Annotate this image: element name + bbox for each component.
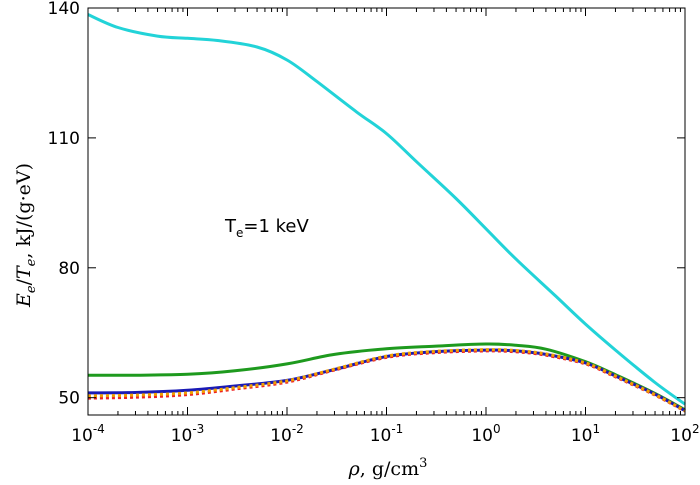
x-tick-label-base: 10 (270, 426, 292, 446)
x-axis-title-sup: 3 (419, 456, 427, 471)
x-tick-label: 10-1 (370, 422, 404, 446)
series-line-3 (87, 348, 686, 413)
y-axis-title-slash: / (13, 278, 35, 285)
series-line-2 (87, 342, 686, 412)
annotation-rest: =1 keV (243, 216, 309, 237)
plot-frame (87, 7, 686, 416)
x-tick-label-base: 10 (71, 426, 93, 446)
x-tick-label: 100 (471, 422, 500, 446)
annotation-base: T (224, 216, 237, 237)
y-tick-label: 110 (48, 129, 80, 149)
x-tick-label-base: 10 (370, 426, 392, 446)
y-axis-title-a-sub: e (24, 285, 39, 293)
y-axis-title-b: T (13, 265, 35, 279)
x-tick-label: 102 (670, 422, 699, 446)
y-axis-title-a: E (13, 293, 35, 308)
y-axis-title-rest: , kJ/(g·eV) (13, 163, 35, 259)
series-layer (87, 13, 686, 413)
x-tick-label-exp: -3 (192, 422, 204, 436)
x-tick-label: 10-4 (71, 422, 105, 446)
annotation-sub: e (236, 226, 243, 240)
y-axis-title: Ee/Te, kJ/(g·eV) (13, 163, 39, 308)
x-tick-label-exp: -4 (93, 422, 105, 436)
x-axis-title: ρ, g/cm3 (348, 456, 428, 480)
x-tick-label: 101 (571, 422, 600, 446)
x-tick-label-exp: 0 (493, 422, 501, 436)
series-line-1 (87, 13, 686, 406)
y-tick-label: 50 (58, 389, 80, 409)
y-tick-label: 140 (48, 0, 80, 19)
x-tick-label: 10-3 (171, 422, 205, 446)
x-tick-label-base: 10 (670, 426, 692, 446)
series-line-4 (87, 349, 686, 413)
series-line-5 (87, 348, 686, 413)
annotation-te: Te=1 keV (224, 216, 310, 240)
y-tick-label: 80 (58, 259, 80, 279)
x-tick-label: 10-2 (270, 422, 304, 446)
x-tick-label-base: 10 (171, 426, 193, 446)
x-tick-label-exp: 2 (692, 422, 700, 436)
y-axis-title-b-sub: e (24, 258, 39, 266)
x-tick-label-exp: -2 (292, 422, 304, 436)
x-tick-label-base: 10 (571, 426, 593, 446)
x-tick-label-base: 10 (471, 426, 493, 446)
x-axis-title-rest: , g/cm (360, 458, 419, 480)
x-axis-title-base: ρ (348, 458, 361, 480)
x-tick-label-exp: -1 (391, 422, 403, 436)
x-tick-label-exp: 1 (593, 422, 601, 436)
